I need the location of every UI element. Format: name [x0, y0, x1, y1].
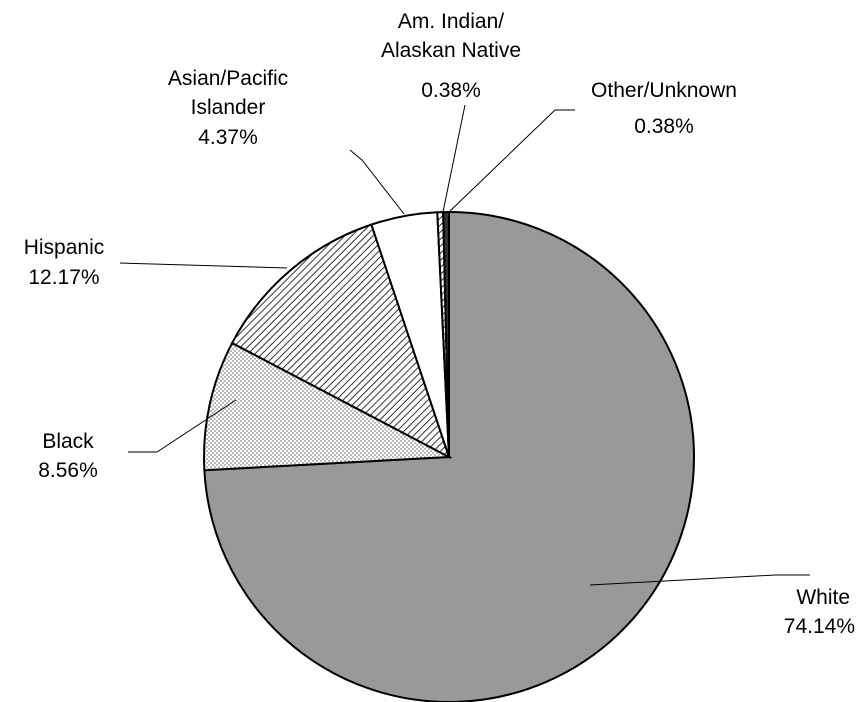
slice-labels: White 74.14% Black 8.56% Hispanic 12.17%…	[24, 10, 855, 638]
label-black-pct: 8.56%	[38, 459, 98, 482]
leader-lines	[119, 104, 810, 586]
leader-line-black	[128, 399, 237, 453]
label-asian-line2: Islander	[191, 96, 266, 119]
label-white-name: White	[796, 586, 850, 609]
leader-line-white	[589, 574, 810, 586]
pie-slices	[203, 210, 695, 702]
pie-slice-other-unknown	[442, 210, 450, 458]
label-hispanic-pct: 12.17%	[28, 266, 99, 289]
label-asian-pct: 4.37%	[198, 126, 258, 149]
label-amindian-line2: Alaskan Native	[381, 39, 521, 62]
label-amindian-pct: 0.38%	[421, 79, 481, 102]
leader-line-hispanic	[119, 262, 288, 269]
pie-slice-black	[203, 341, 453, 472]
leader-line-other	[448, 109, 575, 213]
label-other-pct: 0.38%	[634, 115, 694, 138]
label-hispanic-name: Hispanic	[24, 236, 105, 259]
label-white-pct: 74.14%	[784, 615, 855, 638]
label-asian-line1: Asian/Pacific	[168, 67, 288, 90]
label-black-name: Black	[42, 430, 94, 453]
label-other-name: Other/Unknown	[591, 79, 737, 102]
pie-slice-hispanic	[230, 223, 451, 460]
label-amindian-line1: Am. Indian/	[398, 10, 504, 33]
leader-line-amindian	[442, 104, 466, 213]
leader-line-asian	[349, 149, 405, 215]
